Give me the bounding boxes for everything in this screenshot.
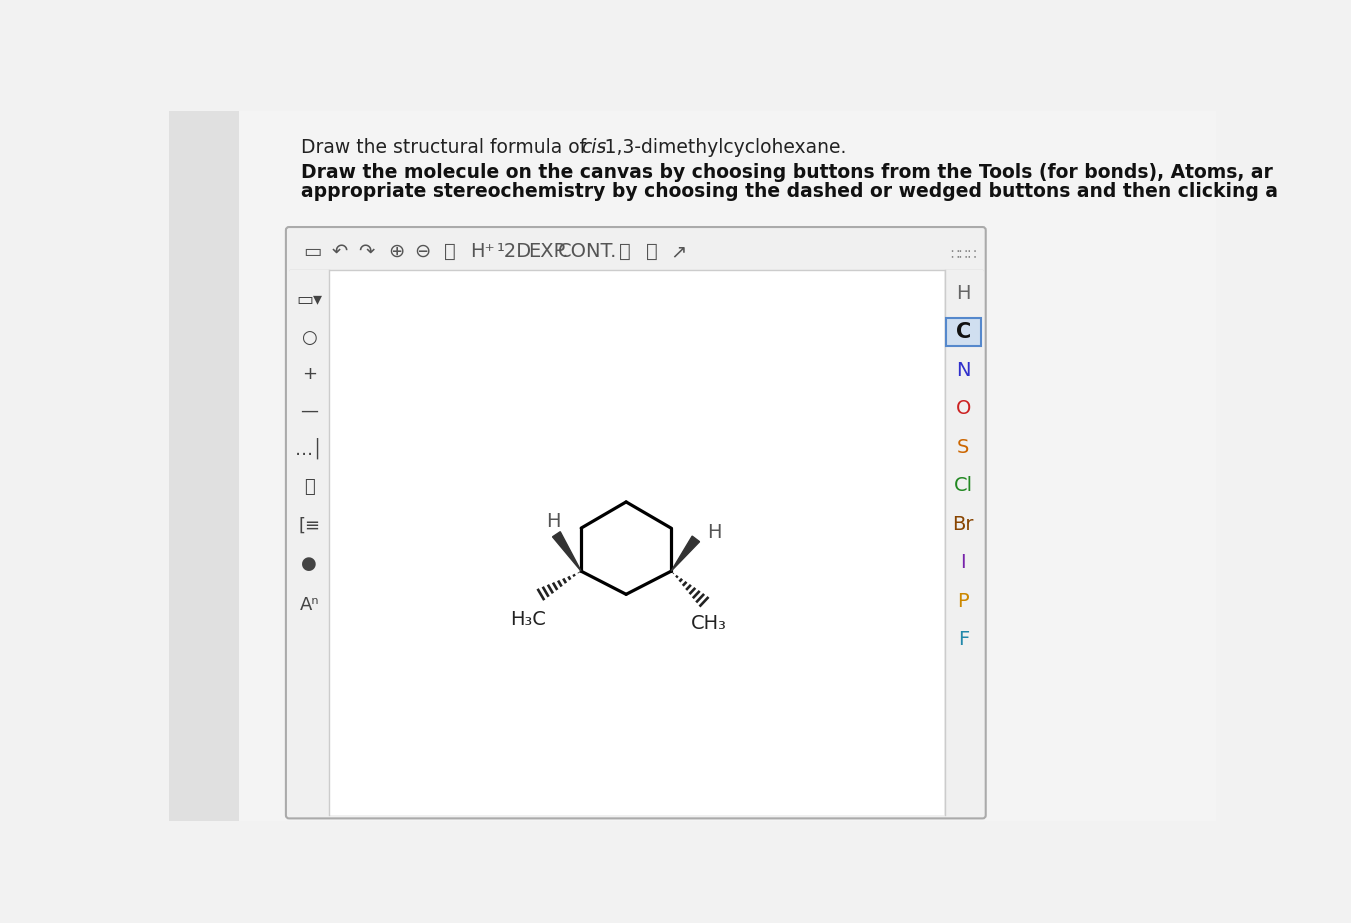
Text: +: + [301,366,316,383]
Text: [≡: [≡ [299,517,320,534]
Text: ▭▾: ▭▾ [296,291,322,308]
Text: H: H [707,523,721,542]
Text: ↶: ↶ [331,242,347,261]
Text: ○: ○ [301,329,317,347]
Text: Draw the structural formula of: Draw the structural formula of [301,138,592,157]
Text: N: N [957,361,970,379]
Text: -1,3-dimethylcyclohexane.: -1,3-dimethylcyclohexane. [598,138,847,157]
Text: cis: cis [581,138,607,157]
Text: —: — [300,402,317,419]
Text: EXP.: EXP. [528,242,569,261]
Text: S: S [957,438,970,457]
Text: H⁺: H⁺ [470,242,494,261]
Text: Br: Br [952,515,974,533]
Text: ↗: ↗ [670,242,688,261]
Bar [169,111,239,821]
Text: ▭: ▭ [303,242,322,261]
Polygon shape [671,536,700,571]
Text: H: H [546,512,561,532]
Polygon shape [553,532,581,571]
Text: I: I [961,553,966,572]
Text: H₃C: H₃C [509,610,546,629]
Text: appropriate stereochemistry by choosing the dashed or wedged buttons and then cl: appropriate stereochemistry by choosing … [301,183,1278,201]
Text: Cl: Cl [954,476,973,496]
Text: ↷: ↷ [358,242,374,261]
Text: ⓧ: ⓧ [443,242,455,261]
Text: ¹2D: ¹2D [496,242,531,261]
Text: ⓘ: ⓘ [619,242,631,261]
Text: …│: …│ [295,438,324,460]
Bar [946,318,981,345]
Text: ●: ● [301,556,317,573]
Bar [330,271,944,814]
Text: F: F [958,630,969,649]
Text: CH₃: CH₃ [692,615,727,633]
Text: C: C [955,322,971,342]
Text: ❓: ❓ [646,242,658,261]
Text: ⊕: ⊕ [388,242,404,261]
Text: Aⁿ: Aⁿ [300,596,319,614]
Bar [289,231,982,271]
Bar [944,270,982,814]
Text: H: H [957,283,970,303]
Text: ⨾: ⨾ [304,478,315,497]
Text: Draw the molecule on the canvas by choosing buttons from the Tools (for bonds), : Draw the molecule on the canvas by choos… [301,163,1273,182]
Text: CONT.: CONT. [558,242,617,261]
Bar [289,270,330,814]
Text: ∷∷∷: ∷∷∷ [950,247,977,262]
Text: ⊖: ⊖ [415,242,431,261]
Text: O: O [955,400,971,418]
Text: P: P [958,592,969,611]
FancyBboxPatch shape [286,227,986,819]
